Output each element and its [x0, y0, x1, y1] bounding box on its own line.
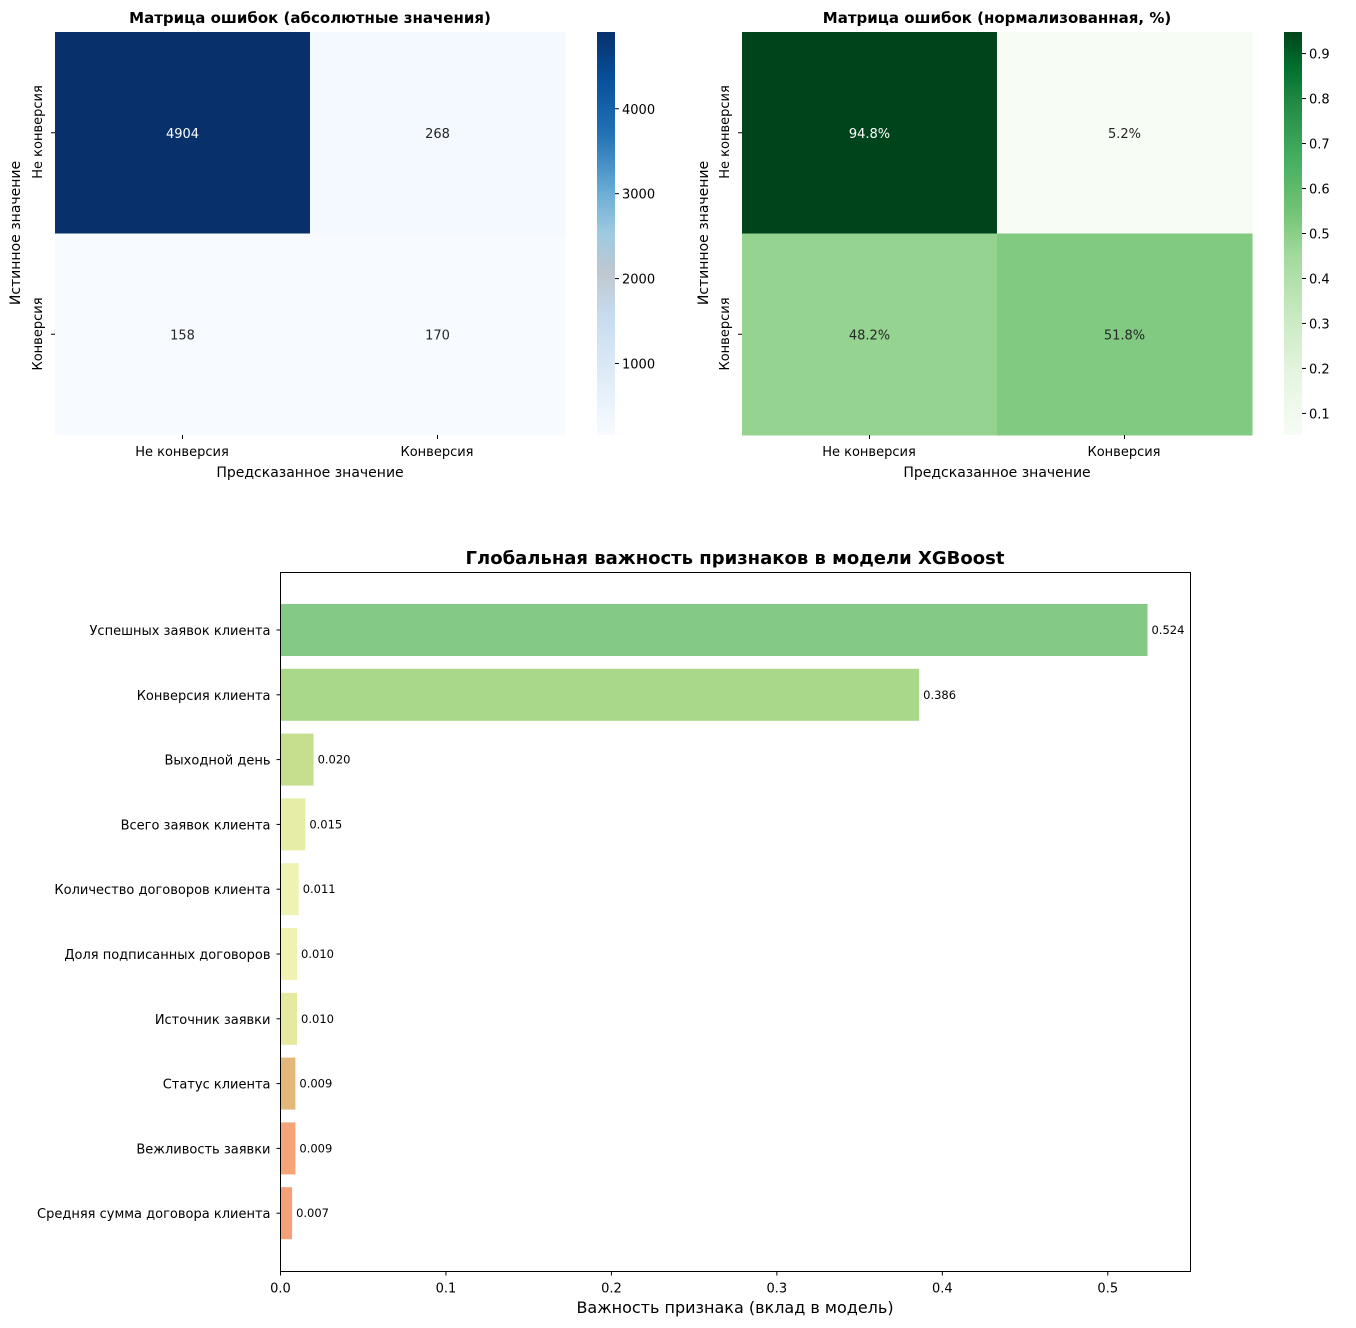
- heatmap-normalized-ytick: Конверсия: [718, 297, 733, 370]
- heatmap-cell-annotation: 5.2%: [1108, 127, 1141, 142]
- feature-name-label: Источник заявки: [155, 1013, 271, 1028]
- heatmap-normalized-xtick: Конверсия: [1087, 445, 1160, 460]
- feature-name-label: Вежливость заявки: [136, 1142, 270, 1157]
- feature-bar-value-label: 0.010: [301, 1012, 334, 1026]
- feature-name-label: Всего заявок клиента: [121, 818, 271, 833]
- heatmap-absolute-title: Матрица ошибок (абсолютные значения): [129, 9, 491, 27]
- heatmap-absolute-ytick: Конверсия: [31, 297, 46, 370]
- heatmap-cell: [742, 32, 998, 234]
- heatmap-cell-annotation: 94.8%: [849, 127, 890, 142]
- heatmap-normalized-ytick: Не конверсия: [718, 85, 733, 179]
- colorbar-tick-label: 2000: [622, 273, 655, 288]
- feature-name-label: Средняя сумма договора клиента: [37, 1207, 270, 1222]
- heatmap-cell-annotation: 158: [170, 328, 195, 343]
- heatmap-absolute-xtick: Конверсия: [400, 445, 473, 460]
- heatmap-cell-annotation: 48.2%: [849, 328, 890, 343]
- x-tick-label: 0.4: [932, 1282, 953, 1297]
- colorbar-tick-label: 1000: [622, 358, 655, 373]
- colorbar-tick-label: 4000: [622, 103, 655, 118]
- feature-bar-value-label: 0.386: [923, 688, 956, 702]
- heatmap-absolute-xlabel: Предсказанное значение: [216, 465, 403, 481]
- feature-bar: [280, 668, 920, 721]
- heatmap-absolute-ylabel: Истинное значение: [8, 161, 24, 305]
- colorbar-tick-label: 0.6: [1309, 183, 1330, 198]
- heatmap-cell: [55, 233, 311, 436]
- feature-bar-value-label: 0.010: [301, 947, 334, 961]
- colorbar-tick-label: 0.5: [1309, 228, 1330, 243]
- feature-bar-value-label: 0.015: [309, 817, 342, 831]
- heatmap-absolute-ytick: Не конверсия: [31, 85, 46, 179]
- feature-bar-value-label: 0.020: [318, 753, 351, 767]
- feature-bar-value-label: 0.009: [299, 1077, 332, 1091]
- feature-bar: [280, 1122, 296, 1175]
- x-tick-label: 0.2: [601, 1282, 622, 1297]
- heatmap-normalized: Матрица ошибок (нормализованная, %) 94.8…: [696, 9, 1330, 481]
- x-tick-label: 0.0: [270, 1282, 291, 1297]
- feature-name-label: Количество договоров клиента: [54, 883, 270, 898]
- feature-bar-value-label: 0.007: [296, 1206, 329, 1220]
- heatmap-cell: [310, 32, 566, 234]
- feature-importance-chart: Глобальная важность признаков в модели X…: [37, 548, 1191, 1317]
- heatmap-cell-annotation: 4904: [166, 127, 199, 142]
- heatmap-absolute-xtick: Не конверсия: [135, 445, 229, 460]
- feature-name-label: Статус клиента: [163, 1078, 271, 1093]
- colorbar-tick-label: 0.4: [1309, 272, 1330, 287]
- heatmap-normalized-ylabel: Истинное значение: [696, 161, 712, 305]
- axes-frame: [280, 572, 1191, 1272]
- colorbar-tick-label: 0.3: [1309, 317, 1330, 332]
- feature-importance-title: Глобальная важность признаков в модели X…: [466, 548, 1005, 569]
- heatmap-absolute: Матрица ошибок (абсолютные значения) 490…: [8, 9, 655, 481]
- x-tick-label: 0.1: [436, 1282, 457, 1297]
- feature-name-label: Успешных заявок клиента: [90, 624, 271, 639]
- feature-importance-xlabel: Важность признака (вклад в модель): [576, 1298, 893, 1317]
- feature-name-label: Доля подписанных договоров: [64, 948, 270, 963]
- heatmap-normalized-xtick: Не конверсия: [822, 445, 916, 460]
- feature-name-label: Выходной день: [165, 754, 271, 769]
- colorbar-blues: [597, 32, 615, 435]
- heatmap-normalized-xlabel: Предсказанное значение: [903, 465, 1090, 481]
- feature-bar: [280, 1187, 293, 1240]
- x-tick-label: 0.5: [1097, 1282, 1118, 1297]
- feature-bar-value-label: 0.524: [1151, 623, 1184, 637]
- heatmap-cell: [997, 32, 1253, 234]
- heatmap-cell: [997, 233, 1253, 436]
- feature-name-label: Конверсия клиента: [137, 689, 271, 704]
- x-tick-label: 0.3: [767, 1282, 788, 1297]
- feature-bar-value-label: 0.009: [299, 1141, 332, 1155]
- feature-bar: [280, 798, 306, 851]
- colorbar-tick-label: 0.7: [1309, 138, 1330, 153]
- feature-bar: [280, 928, 298, 980]
- heatmap-normalized-title: Матрица ошибок (нормализованная, %): [823, 9, 1171, 27]
- heatmap-cell-annotation: 170: [425, 328, 450, 343]
- colorbar-tick-label: 0.2: [1309, 362, 1330, 377]
- heatmap-cell: [310, 233, 566, 436]
- heatmap-cell: [55, 32, 311, 234]
- colorbar-tick-label: 0.1: [1309, 407, 1330, 422]
- feature-bar: [280, 733, 314, 786]
- heatmap-cell-annotation: 268: [425, 127, 450, 142]
- heatmap-cell-annotation: 51.8%: [1104, 328, 1145, 343]
- feature-bar-value-label: 0.011: [303, 882, 336, 896]
- colorbar-tick-label: 3000: [622, 188, 655, 203]
- feature-bar: [280, 1057, 296, 1110]
- feature-bar: [280, 992, 298, 1045]
- colorbar-tick-label: 0.9: [1309, 48, 1330, 63]
- feature-bar: [280, 604, 1148, 656]
- feature-bar: [280, 863, 299, 916]
- colorbar-greens: [1284, 32, 1302, 435]
- heatmap-cell: [742, 233, 998, 436]
- colorbar-tick-label: 0.8: [1309, 93, 1330, 108]
